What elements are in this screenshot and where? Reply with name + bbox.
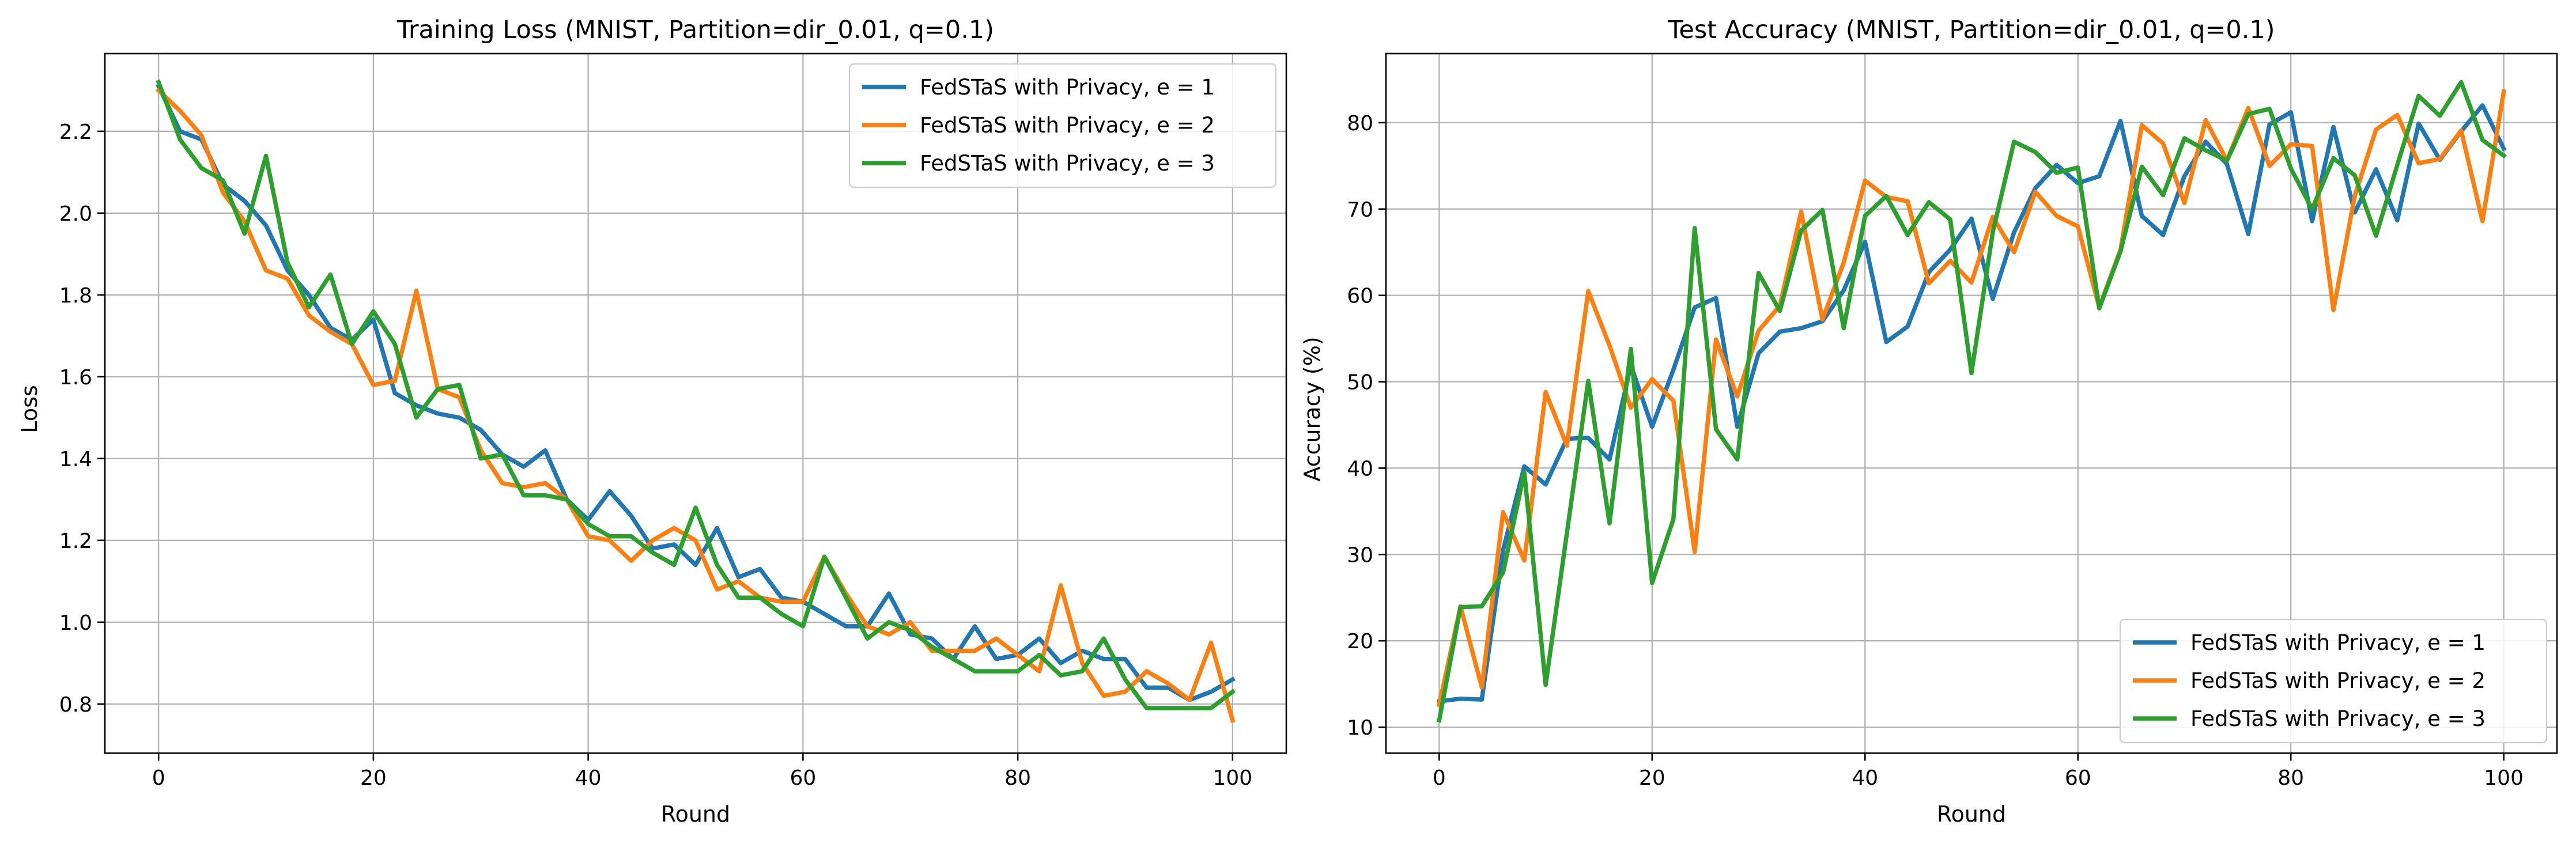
legend-label-e3: FedSTaS with Privacy, e = 3 — [920, 151, 1215, 176]
x-axis-label: Round — [661, 801, 730, 827]
x-tick-label: 40 — [1852, 766, 1878, 790]
legend-label-e2: FedSTaS with Privacy, e = 2 — [920, 113, 1215, 138]
y-tick-label: 20 — [1347, 630, 1373, 653]
chart-panel-accuracy: Test Accuracy (MNIST, Partition=dir_0.01… — [1300, 16, 2558, 827]
plot-frame — [1385, 52, 2558, 754]
series-line-e3 — [1437, 80, 2507, 723]
series-line-e1 — [1437, 103, 2507, 704]
y-tick-label: 1.4 — [59, 448, 92, 471]
y-tick-label: 50 — [1347, 371, 1373, 395]
y-tick-label: 30 — [1347, 543, 1373, 567]
legend-label-e1: FedSTaS with Privacy, e = 1 — [920, 75, 1215, 100]
y-tick-label: 40 — [1347, 457, 1373, 481]
series-line-e2 — [1436, 89, 2506, 708]
x-tick-label: 60 — [2065, 766, 2091, 790]
legend-label-e2: FedSTaS with Privacy, e = 2 — [2190, 668, 2486, 693]
y-tick-label: 60 — [1347, 285, 1373, 308]
x-tick-label: 20 — [1639, 766, 1665, 790]
y-tick-label: 2.2 — [59, 120, 92, 144]
x-tick-label: 20 — [360, 766, 387, 790]
x-tick-label: 100 — [2484, 766, 2524, 790]
x-tick-label: 60 — [790, 766, 816, 790]
chart-title: Training Loss (MNIST, Partition=dir_0.01… — [396, 16, 994, 44]
x-tick-label: 40 — [575, 766, 602, 790]
y-tick-label: 0.8 — [59, 693, 92, 717]
series-line-e2 — [155, 87, 1236, 723]
x-axis-label: Round — [1937, 801, 2006, 827]
plot-frame — [104, 52, 1287, 754]
x-tick-label: 0 — [1433, 766, 1446, 790]
y-tick-label: 70 — [1347, 198, 1373, 222]
legend-label-e1: FedSTaS with Privacy, e = 1 — [2190, 630, 2486, 655]
y-tick-label: 1.2 — [59, 530, 92, 553]
y-tick-label: 1.8 — [59, 284, 92, 308]
legend-box — [848, 63, 1277, 188]
legend: FedSTaS with Privacy, e = 1 FedSTaS with … — [848, 63, 1277, 188]
x-tick-label: 0 — [152, 766, 165, 790]
y-axis-label: Loss — [17, 385, 42, 433]
x-tick-label: 100 — [1213, 766, 1252, 790]
x-tick-label: 80 — [2277, 766, 2304, 790]
legend-label-e3: FedSTaS with Privacy, e = 3 — [2190, 706, 2486, 731]
chart-title: Test Accuracy (MNIST, Partition=dir_0.01… — [1667, 16, 2275, 44]
x-tick-label: 80 — [1004, 766, 1031, 790]
y-tick-label: 1.6 — [59, 366, 92, 390]
y-tick-label: 10 — [1347, 716, 1373, 740]
y-tick-label: 80 — [1347, 112, 1373, 135]
legend: FedSTaS with Privacy, e = 1 FedSTaS with … — [2119, 618, 2548, 744]
y-axis-label: Accuracy (%) — [1300, 336, 1325, 481]
series-line-e3 — [156, 79, 1236, 710]
series-line-e1 — [156, 83, 1236, 702]
y-tick-label: 2.0 — [59, 202, 92, 226]
legend-box — [2119, 618, 2548, 744]
chart-panel-loss: Training Loss (MNIST, Partition=dir_0.01… — [17, 16, 1287, 827]
y-tick-label: 1.0 — [59, 611, 92, 635]
